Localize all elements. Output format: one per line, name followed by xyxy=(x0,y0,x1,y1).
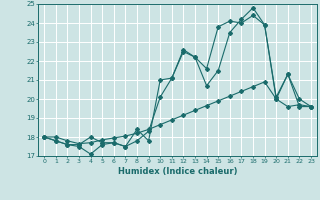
X-axis label: Humidex (Indice chaleur): Humidex (Indice chaleur) xyxy=(118,167,237,176)
